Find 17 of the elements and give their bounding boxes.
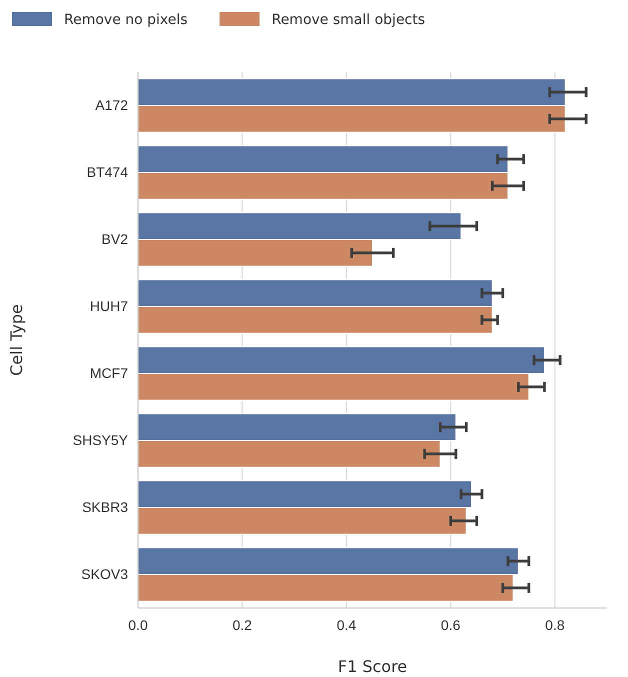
y-tick-label: A172	[95, 96, 128, 113]
y-tick-label: SKBR3	[82, 498, 128, 515]
y-tick-label: BT474	[86, 164, 128, 180]
y-tick-label: MCF7	[90, 364, 128, 381]
y-tick-label: SKOV3	[81, 566, 128, 582]
legend-label: Remove small objects	[272, 12, 426, 28]
x-tick-label: 0.0	[128, 616, 148, 633]
legend-label: Remove no pixels	[64, 12, 188, 28]
y-tick-label: SHSY5Y	[72, 432, 129, 448]
y-tick-label: HUH7	[90, 298, 128, 314]
y-tick-label: BV2	[102, 230, 128, 247]
x-axis-title: F1 Score	[338, 657, 408, 676]
x-tick-label: 0.4	[336, 616, 356, 633]
x-tick-label: 0.6	[440, 616, 461, 633]
x-tick-label: 0.2	[232, 616, 252, 633]
y-axis-title: Cell Type	[7, 304, 26, 376]
x-tick-label: 0.8	[545, 616, 565, 633]
